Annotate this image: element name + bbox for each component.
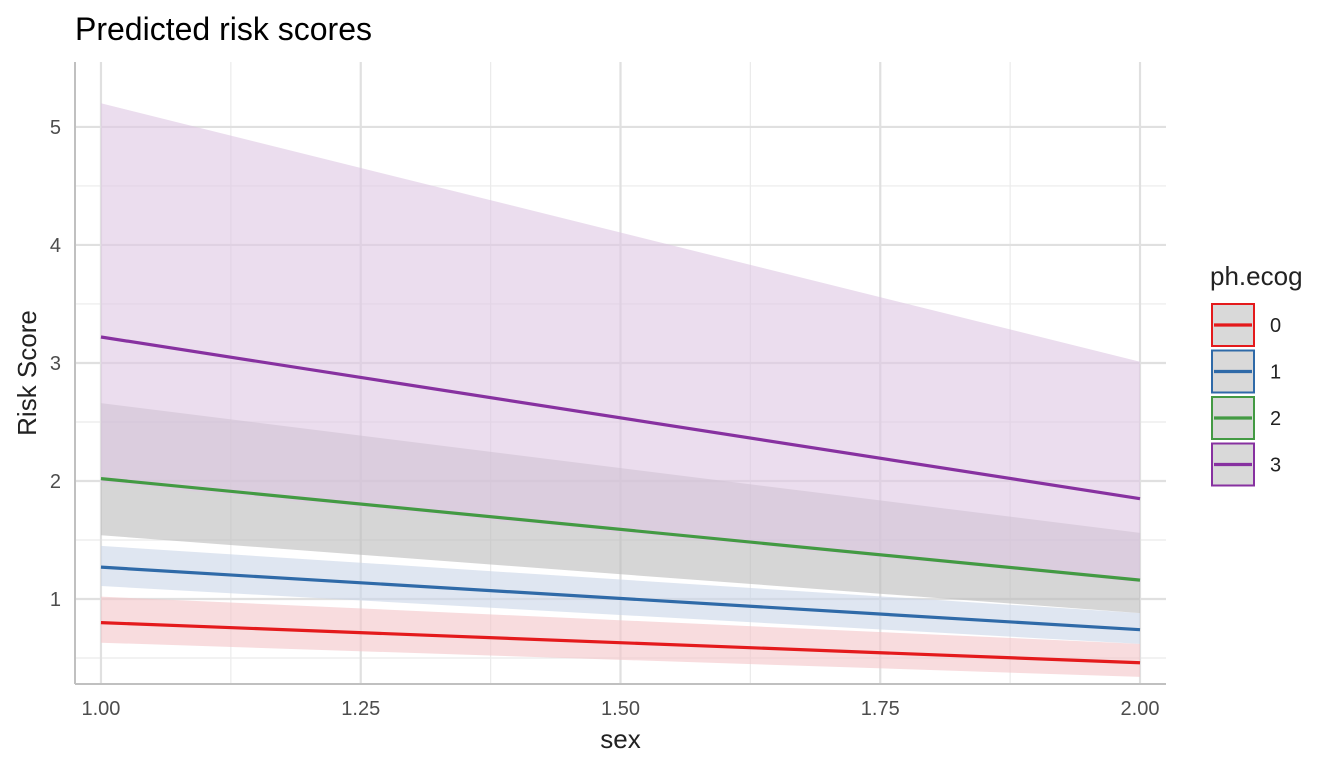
series-line-3 — [100, 335, 1141, 501]
legend-label-3: 3 — [1270, 455, 1281, 477]
y-tick-label: 1 — [50, 589, 61, 611]
series-line-1 — [100, 565, 1141, 632]
x-tick-label: 1.25 — [341, 698, 380, 720]
ci-band-1 — [100, 545, 1141, 644]
x-tick-label: 1.50 — [601, 698, 640, 720]
chart-title: Predicted risk scores — [75, 11, 372, 47]
y-axis-title: Risk Score — [12, 310, 42, 436]
tick-labels: 1.00 1.25 1.50 1.75 2.00 1 2 3 4 5 — [50, 117, 1160, 720]
series-lines — [100, 335, 1141, 665]
y-tick-label: 4 — [50, 235, 61, 257]
y-tick-label: 2 — [50, 471, 61, 493]
x-tick-label: 1.75 — [861, 698, 900, 720]
legend: ph.ecog 0 1 2 3 — [1210, 261, 1303, 487]
legend-label-1: 1 — [1270, 362, 1281, 384]
series-line-0 — [100, 621, 1141, 665]
axes — [74, 62, 1166, 685]
y-tick-label: 5 — [50, 117, 61, 139]
x-axis-title: sex — [600, 724, 640, 754]
y-tick-label: 3 — [50, 353, 61, 375]
ci-band-3 — [100, 103, 1141, 583]
legend-label-2: 2 — [1270, 408, 1281, 430]
legend-title: ph.ecog — [1210, 261, 1303, 291]
series-line-2 — [100, 477, 1141, 582]
confidence-bands — [100, 103, 1141, 677]
legend-label-0: 0 — [1270, 315, 1281, 337]
ci-band-0 — [100, 596, 1141, 677]
x-tick-label: 1.00 — [82, 698, 121, 720]
x-tick-label: 2.00 — [1121, 698, 1160, 720]
